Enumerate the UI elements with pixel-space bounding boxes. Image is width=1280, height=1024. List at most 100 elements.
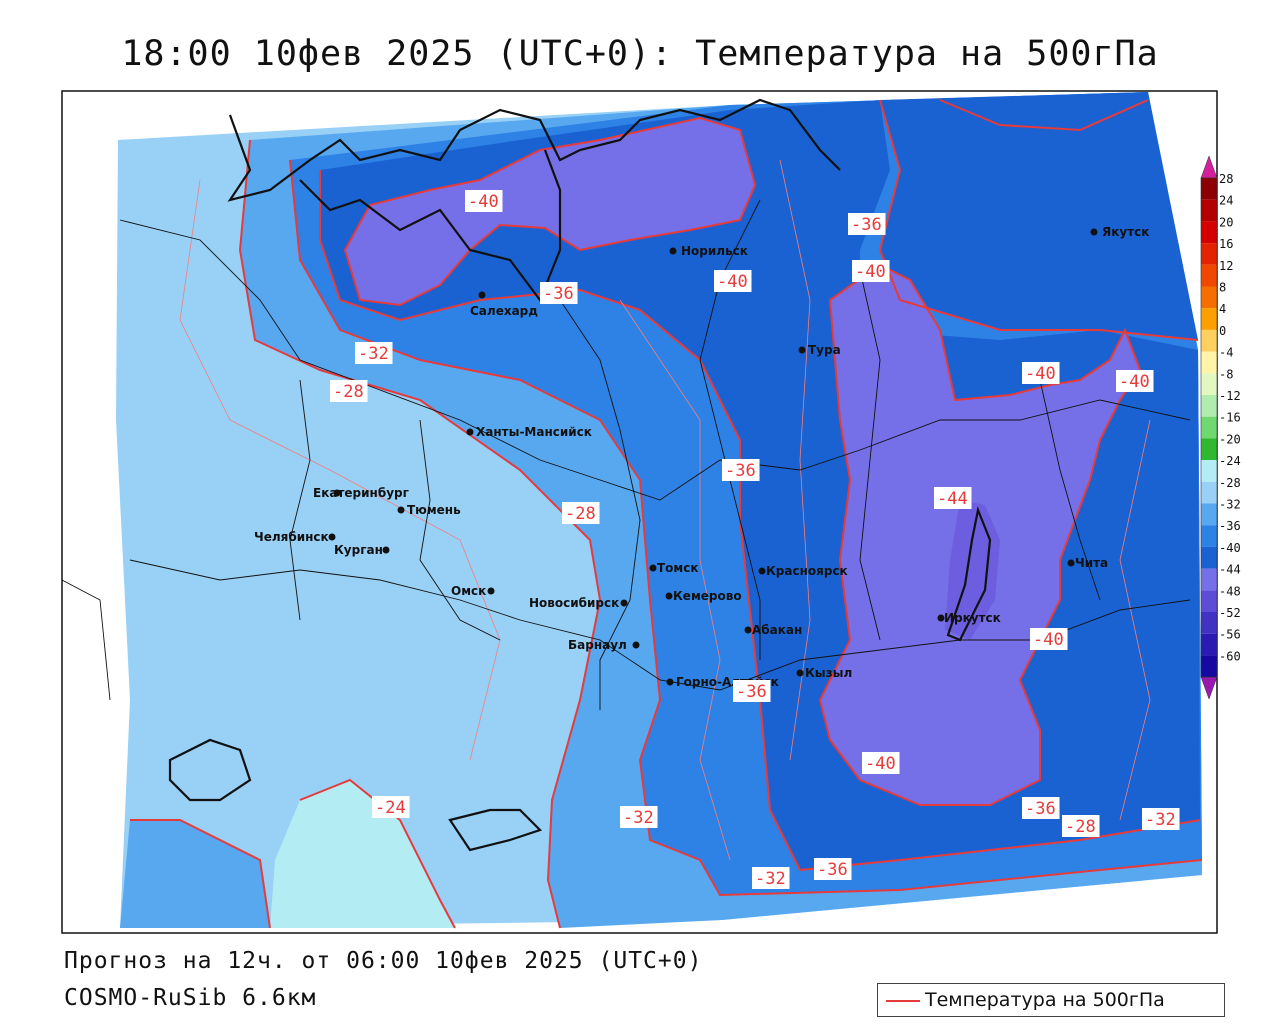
city-marker	[620, 599, 628, 607]
city-label: Тюмень	[407, 503, 461, 517]
colorbar-tick-label: -28	[1219, 476, 1241, 490]
city-marker	[798, 346, 806, 354]
legend-label: Температура на 500гПа	[925, 989, 1165, 1011]
forecast-info: Прогноз на 12ч. от 06:00 10фев 2025 (UTC…	[64, 948, 703, 974]
colorbar-tick-label: -44	[1219, 563, 1241, 577]
colorbar-tick-label: -52	[1219, 606, 1241, 620]
isotherm-label: -40	[865, 754, 896, 774]
city-label: Барнаул	[568, 638, 627, 652]
city-marker	[466, 428, 474, 436]
isotherm-label-box	[1022, 797, 1060, 819]
isotherm-label: -32	[755, 869, 786, 889]
isotherm-label: -36	[725, 461, 756, 481]
city-marker	[632, 641, 640, 649]
city-marker	[744, 626, 752, 634]
colorbar-tick-label: 16	[1219, 237, 1233, 251]
colorbar-segment	[1201, 416, 1217, 439]
isotherm-label-box	[465, 190, 503, 212]
colorbar-tick-label: 12	[1219, 259, 1233, 273]
city-marker	[328, 533, 336, 541]
isotherm-label-box	[852, 260, 890, 282]
city-marker	[665, 592, 673, 600]
isotherm-label-box	[733, 680, 771, 702]
isotherm-label: -32	[358, 344, 389, 364]
colorbar-segment	[1201, 568, 1217, 591]
isotherm-label: -28	[565, 504, 596, 524]
colorbar-segment	[1201, 503, 1217, 526]
colorbar-segment	[1201, 395, 1217, 417]
colorbar-segment	[1201, 655, 1217, 678]
isotherm-label: -40	[468, 192, 499, 212]
colorbar-segment	[1201, 243, 1217, 265]
isotherm-label-box	[330, 380, 368, 402]
isotherm-label-box	[1030, 628, 1068, 650]
isotherm-labels: -40 -36 -40 -36 -32 -28 -40 -36 -40 -40 -44 -28 -40 -…	[330, 190, 1180, 889]
city-label: Томск	[657, 561, 699, 575]
city-marker	[669, 247, 677, 255]
colorbar-tick-label: 20	[1219, 215, 1233, 229]
city-marker	[333, 489, 341, 497]
colorbar-tick-label: 8	[1219, 281, 1226, 295]
colorbar-segment	[1201, 481, 1217, 504]
isotherm-label-box	[372, 796, 410, 818]
colorbar-tick-label: -20	[1219, 432, 1241, 446]
colorbar-tick-label: 4	[1219, 302, 1226, 316]
isotherm-label: -36	[736, 682, 767, 702]
colorbar-tick-label: 0	[1219, 324, 1226, 338]
isotherm-label-box	[752, 867, 790, 889]
colorbar-segment	[1201, 351, 1217, 374]
model-info: COSMO-RuSib 6.6км	[64, 985, 317, 1011]
isotherm-label: -36	[1025, 799, 1056, 819]
isotherm-label-box	[714, 270, 752, 292]
colorbar-segment	[1201, 221, 1217, 244]
colorbar-tick-label: -40	[1219, 541, 1241, 555]
isotherm-label-box	[540, 282, 578, 304]
legend: Температура на 500гПа	[877, 983, 1225, 1017]
colorbar-segment	[1201, 612, 1217, 634]
isotherm-label-box	[934, 487, 972, 509]
city-label: Кызыл	[805, 666, 852, 680]
isotherm-label: -36	[543, 284, 574, 304]
isotherm-label: -24	[375, 798, 406, 818]
city-label: Екатеринбург	[313, 486, 409, 500]
isotherm-label: -28	[333, 382, 364, 402]
isotherm-label-box	[355, 342, 393, 364]
city-label: Салехард	[470, 304, 538, 318]
city-label: Иркутск	[944, 611, 1001, 625]
isotherm-label: -40	[1033, 630, 1064, 650]
isotherm-label-box	[862, 752, 900, 774]
colorbar-tick-label: -24	[1219, 454, 1241, 468]
city-marker	[649, 564, 657, 572]
city-marker	[478, 291, 486, 299]
city-marker	[758, 567, 766, 575]
colorbar-tick-label: -60	[1219, 649, 1241, 663]
isotherm-label-box	[1022, 362, 1060, 384]
city-marker	[937, 614, 945, 622]
city-label: Ханты-Мансийск	[476, 425, 592, 439]
colorbar-tick-label: 24	[1219, 194, 1233, 208]
colorbar-tick-label: -48	[1219, 584, 1241, 598]
colorbar-segment	[1201, 590, 1217, 612]
colorbar-tick-label: 28	[1219, 172, 1233, 186]
colorbar-segment	[1201, 178, 1217, 200]
city-label: Челябинск	[254, 530, 329, 544]
colorbar-tick-label: -32	[1219, 498, 1241, 512]
isotherm-label: -40	[717, 272, 748, 292]
zone-minus-40-west	[345, 118, 755, 305]
isotherm-label: -36	[817, 860, 848, 880]
colorbar-outline	[1200, 177, 1218, 678]
city-label: Абакан	[752, 623, 802, 637]
map-title: 18:00 10фев 2025 (UTC+0): Температура на…	[121, 34, 1159, 74]
isotherm-label-box	[562, 502, 600, 524]
zone-minus-36-north	[880, 92, 1198, 340]
colorbar-tick-label: -12	[1219, 389, 1241, 403]
colorbar-segment	[1201, 329, 1217, 352]
city-label: Тура	[808, 343, 841, 357]
city-label: Норильск	[681, 244, 748, 258]
zone-minus-24	[270, 780, 455, 928]
colorbar-segment	[1201, 460, 1217, 482]
city-marker	[1067, 559, 1075, 567]
cities: Норильск Салехард Якутск Тура Ханты-Мансийск…	[254, 225, 1149, 689]
colorbar-tick-label: -8	[1219, 367, 1233, 381]
